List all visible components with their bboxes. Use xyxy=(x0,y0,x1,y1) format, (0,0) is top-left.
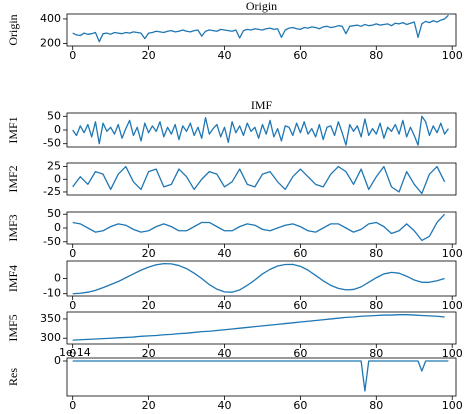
y-tick-label: 0 xyxy=(54,172,61,185)
x-tick-label: 60 xyxy=(293,399,307,412)
data-line xyxy=(72,14,449,43)
x-tick-label: 60 xyxy=(293,247,307,260)
x-tick-label: 0 xyxy=(69,49,76,62)
y-axis-label: IMF2 xyxy=(6,165,20,192)
data-line xyxy=(72,360,449,392)
y-offset-label: 1e-14 xyxy=(59,346,91,359)
x-tick-label: 40 xyxy=(217,347,231,360)
x-tick-label: 0 xyxy=(69,347,76,360)
x-tick-label: 0 xyxy=(69,399,76,412)
y-tick-label: -25 xyxy=(43,185,61,198)
data-line xyxy=(72,314,445,341)
y-axis-label: Origin xyxy=(6,14,20,45)
y-tick-label: -50 xyxy=(43,137,61,150)
x-tick-label: 80 xyxy=(369,347,383,360)
data-line xyxy=(72,262,445,295)
y-axis-label: IMF1 xyxy=(6,116,20,143)
x-tick-label: 20 xyxy=(142,299,156,312)
x-tick-label: 40 xyxy=(217,299,231,312)
x-tick-label: 40 xyxy=(217,399,231,412)
y-axis-label: IMF5 xyxy=(6,314,20,341)
y-tick-label: -10 xyxy=(43,287,61,300)
y-axis-label: IMF3 xyxy=(6,214,20,241)
x-tick-label: 20 xyxy=(142,49,156,62)
y-tick-label: 0 xyxy=(54,354,61,367)
x-tick-label: 80 xyxy=(369,49,383,62)
x-tick-label: 60 xyxy=(293,49,307,62)
y-axis-label: Res xyxy=(6,368,20,386)
y-tick-label: 0 xyxy=(54,272,61,285)
x-tick-label: 80 xyxy=(369,399,383,412)
x-tick-label: 40 xyxy=(217,247,231,260)
y-tick-label: 200 xyxy=(40,37,61,50)
panel-title: Origin xyxy=(246,0,277,13)
x-tick-label: 80 xyxy=(369,299,383,312)
y-tick-label: 0 xyxy=(54,221,61,234)
y-tick-label: -50 xyxy=(43,235,61,248)
x-tick-label: 20 xyxy=(142,399,156,412)
x-tick-label: 100 xyxy=(442,399,463,412)
x-tick-label: 40 xyxy=(217,49,231,62)
x-tick-label: 100 xyxy=(442,299,463,312)
x-tick-label: 100 xyxy=(442,247,463,260)
axes-frame xyxy=(66,311,457,345)
data-line xyxy=(72,115,449,146)
axes-frame xyxy=(66,13,457,47)
x-tick-label: 100 xyxy=(442,347,463,360)
x-tick-label: 0 xyxy=(69,247,76,260)
panel-title: IMF xyxy=(251,98,273,112)
data-line xyxy=(72,213,446,242)
x-tick-label: 60 xyxy=(293,347,307,360)
x-tick-label: 0 xyxy=(69,299,76,312)
x-tick-label: 60 xyxy=(293,299,307,312)
data-line xyxy=(72,165,446,195)
y-tick-label: 25 xyxy=(47,160,61,173)
x-tick-label: 20 xyxy=(142,247,156,260)
y-axis-label: IMF4 xyxy=(6,265,20,292)
y-tick-label: 50 xyxy=(47,207,61,220)
axes-frame xyxy=(66,211,457,245)
x-tick-label: 80 xyxy=(369,247,383,260)
axes-frame xyxy=(66,357,457,397)
y-tick-label: 50 xyxy=(47,109,61,122)
y-tick-label: 300 xyxy=(40,331,61,344)
y-tick-label: 350 xyxy=(40,312,61,325)
y-tick-label: 0 xyxy=(54,123,61,136)
y-tick-label: 400 xyxy=(40,12,61,25)
x-tick-label: 100 xyxy=(442,49,463,62)
x-tick-label: 20 xyxy=(142,347,156,360)
